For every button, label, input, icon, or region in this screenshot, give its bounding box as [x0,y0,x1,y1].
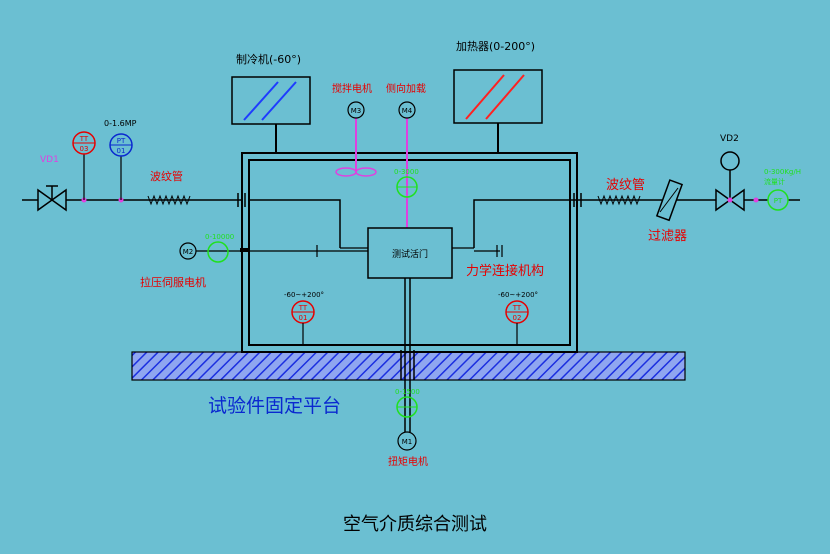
tt03-num: 03 [80,145,89,153]
tt03-tag: TT [79,135,89,143]
flowmeter-name: 流量计 [764,177,785,186]
m3-label: M3 [351,107,362,115]
stirrer-motor [335,101,377,177]
side-load-label: 侧向加载 [386,82,426,95]
pt01-tag: PT [117,137,126,145]
temp-transmitter-tt01 [291,300,315,345]
pressure-range: 0-1.6MP [104,119,137,128]
tt02-num: 02 [513,314,522,322]
flowmeter-tag: PT [774,197,783,205]
tension-sensor [207,241,229,263]
bellows-left-label: 波纹管 [150,169,183,183]
torque-motor [397,431,417,451]
side-load-motor [396,101,418,228]
tt01-tag: TT [298,304,308,312]
inlet-valve [37,185,67,212]
bellows-left [147,194,191,206]
torque-motor-label: 扭矩电机 [388,455,428,468]
side-load-range: 0-3000 [394,168,419,176]
m2-label: M2 [183,248,194,256]
vd2-label: VD2 [720,134,739,144]
test-valve-label: 测试活门 [392,248,428,260]
platform-label: 试验件固定平台 [208,395,341,417]
tt02-tag: TT [512,304,522,312]
tt01-range: -60~+200° [284,291,324,299]
pipe-flanges [237,193,582,207]
fixed-platform [131,351,686,381]
tt01-num: 01 [299,314,308,322]
temp-transmitter-tt02 [505,300,529,345]
bellows-right-label: 波纹管 [606,178,645,193]
tension-rod [196,245,503,257]
flowmeter [767,189,789,211]
heater-label: 加热器(0-200°) [456,40,535,53]
bellows-right [597,194,641,206]
outlet-valve [715,151,745,212]
tt02-range: -60~+200° [498,291,538,299]
flowmeter-range: 0-300Kg/H [764,168,801,176]
tension-sensor-range: 0-10000 [205,233,234,241]
filter-label: 过滤器 [648,229,687,244]
torque-shaft [400,278,415,432]
heater-unit [453,69,543,153]
torque-sensor [396,396,418,418]
torque-sensor-range: 0-1500 [395,388,420,396]
pt01-num: 01 [117,147,126,155]
filter [655,179,684,222]
temp-transmitter-tt03 [72,131,96,200]
m4-label: M4 [402,107,413,115]
m1-label: M1 [402,438,413,446]
mechanism-label: 力学连接机构 [466,263,544,279]
chiller-label: 制冷机(-60°) [236,52,301,66]
tension-motor [179,242,197,260]
stirrer-motor-label: 搅拌电机 [332,82,372,95]
chiller-unit [231,76,311,153]
tension-motor-label: 拉压伺服电机 [140,275,206,289]
vd1-label: VD1 [40,155,59,165]
pressure-transmitter-pt01 [109,133,133,200]
diagram-title: 空气介质综合测试 [343,514,487,535]
